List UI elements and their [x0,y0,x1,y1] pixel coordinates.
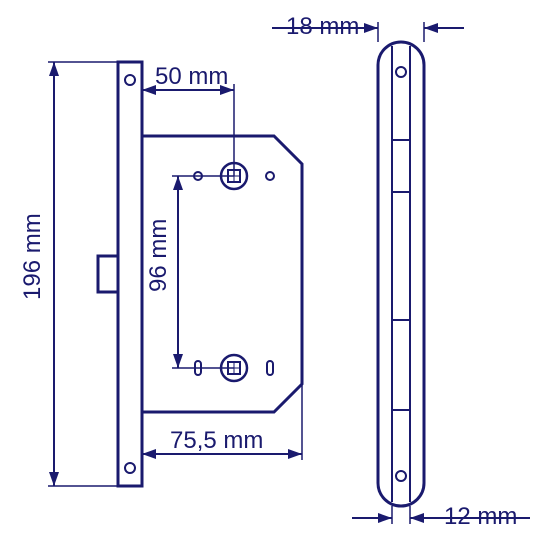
dim-12mm: 12 mm [444,503,517,530]
dim-18mm: 18 mm [286,13,359,40]
dim-196mm: 196 mm [19,213,46,300]
dim-96mm: 96 mm [145,219,172,292]
dim-50mm: 50 mm [155,63,228,90]
dim-75-5mm: 75,5 mm [170,427,263,454]
lock-diagram: 196 mm 50 mm 75,5 mm 96 mm 18 mm 12 mm [0,0,551,551]
